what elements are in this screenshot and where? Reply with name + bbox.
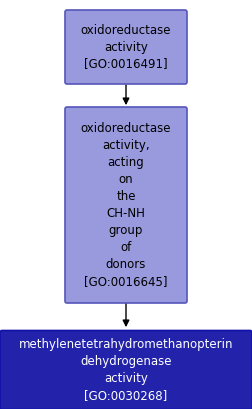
Text: oxidoreductase
activity,
acting
on
the
CH-NH
group
of
donors
[GO:0016645]: oxidoreductase activity, acting on the C… xyxy=(81,122,171,288)
Text: oxidoreductase
activity
[GO:0016491]: oxidoreductase activity [GO:0016491] xyxy=(81,23,171,70)
Text: methylenetetrahydromethanopterin
dehydrogenase
activity
[GO:0030268]: methylenetetrahydromethanopterin dehydro… xyxy=(19,338,233,402)
FancyBboxPatch shape xyxy=(0,330,252,409)
FancyBboxPatch shape xyxy=(65,107,187,303)
FancyBboxPatch shape xyxy=(65,10,187,84)
